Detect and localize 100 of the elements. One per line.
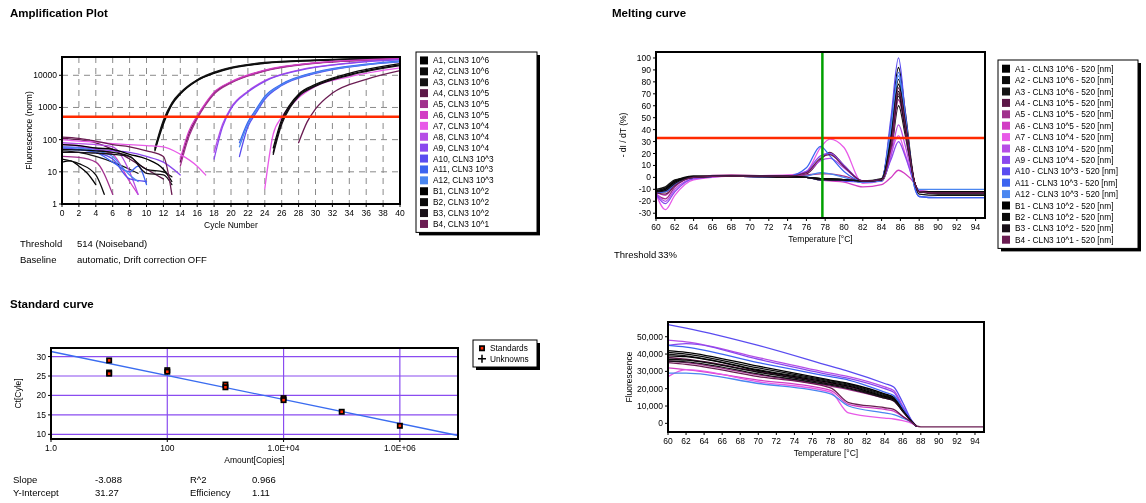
- text: Y-Intercept 31.27 Efficiency 1.11: [13, 487, 270, 498]
- y-tick-label: 40: [641, 124, 652, 135]
- x-axis-title: Temperature [°C]: [793, 448, 859, 458]
- legend-label: A6 - CLN3 10^5 - 520 [nm]: [1015, 120, 1114, 131]
- legend-label: Standards: [490, 343, 528, 354]
- x-tick-label: 36: [361, 208, 372, 218]
- x-tick-label: 24: [260, 208, 270, 218]
- x-tick-label: 74: [782, 222, 793, 232]
- legend-label: A8, CLN3 10^4: [433, 131, 490, 142]
- y-tick-label: 20,000: [637, 383, 664, 394]
- x-tick-label: 78: [820, 222, 831, 232]
- x-tick-label: 62: [681, 436, 692, 446]
- x-tick-label: 40: [395, 208, 405, 218]
- y-tick-label: 10,000: [637, 401, 664, 412]
- y-tick-label: 10: [47, 166, 58, 177]
- y-tick-label: 60: [641, 100, 652, 111]
- y-tick-label: 30: [641, 136, 652, 147]
- legend-label: B1 - CLN3 10^2 - 520 [nm]: [1015, 200, 1114, 211]
- y-tick-label: 30: [36, 351, 47, 362]
- legend-label: A8 - CLN3 10^4 - 520 [nm]: [1015, 143, 1114, 154]
- y-axis-title: Fluorescence: [624, 351, 634, 403]
- y-tick-label: 30,000: [637, 366, 664, 377]
- y-tick-label: 0: [658, 418, 664, 429]
- x-tick-label: 84: [879, 436, 890, 446]
- legend-label: B4 - CLN3 10^1 - 520 [nm]: [1015, 234, 1114, 245]
- x-tick-label: 72: [764, 222, 774, 232]
- x-tick-label: 76: [807, 436, 818, 446]
- y-tick-label: 20: [36, 390, 47, 401]
- x-tick-label: 70: [745, 222, 755, 232]
- x-tick-label: 66: [717, 436, 728, 446]
- legend-label: A5, CLN3 10^5: [433, 99, 490, 110]
- x-tick-label: 28: [293, 208, 304, 218]
- legend-label: A9 - CLN3 10^4 - 520 [nm]: [1015, 154, 1114, 165]
- x-tick-label: 12: [158, 208, 169, 218]
- chart-title: Amplification Plot: [10, 7, 108, 19]
- x-tick-label: 62: [670, 222, 680, 232]
- x-axis-title: Amount[Copies]: [224, 455, 285, 465]
- legend-label: A1 - CLN3 10^6 - 520 [nm]: [1015, 63, 1114, 74]
- x-tick-label: 8: [127, 208, 133, 218]
- y-tick-label: 80: [641, 76, 652, 87]
- chart-title: Melting curve: [612, 7, 687, 19]
- legend-label: Unknowns: [490, 353, 529, 364]
- y-axis-title: - dI / dT (%): [618, 112, 628, 158]
- y-tick-label: 10: [641, 160, 652, 171]
- legend-label: A6, CLN3 10^5: [433, 109, 490, 120]
- text: Threshold 33%: [614, 249, 678, 260]
- x-tick-label: 14: [175, 208, 186, 218]
- legend-label: A3 - CLN3 10^6 - 520 [nm]: [1015, 86, 1114, 97]
- x-tick-label: 38: [378, 208, 389, 218]
- x-tick-label: 80: [843, 436, 854, 446]
- x-tick-label: 92: [952, 436, 962, 446]
- x-tick-label: 90: [933, 222, 943, 232]
- y-tick-label: 100: [42, 134, 58, 145]
- x-tick-label: 88: [914, 222, 925, 232]
- legend-label: A4 - CLN3 10^5 - 520 [nm]: [1015, 97, 1114, 108]
- x-tick-label: 6: [110, 208, 116, 218]
- legend-label: A11, CLN3 10^3: [433, 164, 494, 175]
- legend-label: A10, CLN3 10^3: [433, 153, 495, 164]
- x-tick-label: 22: [243, 208, 253, 218]
- x-tick-label: 26: [276, 208, 287, 218]
- x-tick-label: 18: [209, 208, 220, 218]
- y-tick-label: 0: [646, 172, 652, 183]
- y-axis-title: Ct[Cyle]: [13, 378, 23, 409]
- x-tick-label: 10: [141, 208, 152, 218]
- x-tick-label: 82: [861, 436, 872, 446]
- y-tick-label: 10000: [33, 70, 58, 81]
- y-tick-label: 50: [641, 112, 652, 123]
- legend-label: A7, CLN3 10^4: [433, 120, 490, 131]
- y-tick-label: 15: [36, 409, 47, 420]
- x-axis-title: Cycle Number: [204, 220, 259, 230]
- y-tick-label: 1000: [38, 102, 58, 113]
- x-tick-label: 64: [688, 222, 699, 232]
- x-tick-label: 32: [327, 208, 338, 218]
- x-tick-label: 60: [663, 436, 673, 446]
- x-tick-label: 84: [876, 222, 887, 232]
- x-tick-label: 86: [895, 222, 906, 232]
- legend-label: A5 - CLN3 10^5 - 520 [nm]: [1015, 109, 1114, 120]
- y-tick-label: 90: [641, 64, 652, 75]
- y-tick-label: 50,000: [637, 331, 664, 342]
- x-tick-label: 68: [735, 436, 746, 446]
- y-tick-label: 20: [641, 148, 652, 159]
- x-tick-label: 0: [59, 208, 65, 218]
- y-tick-label: -30: [638, 208, 652, 219]
- x-tick-label: 34: [344, 208, 355, 218]
- legend-label: A7 - CLN3 10^4 - 520 [nm]: [1015, 132, 1114, 143]
- legend-label: B2, CLN3 10^2: [433, 197, 490, 208]
- legend-label: A9, CLN3 10^4: [433, 142, 490, 153]
- legend-label: A4, CLN3 10^5: [433, 88, 490, 99]
- legend-label: B3 - CLN3 10^2 - 520 [nm]: [1015, 223, 1114, 234]
- x-tick-label: 100: [160, 443, 175, 453]
- legend-label: A3, CLN3 10^6: [433, 77, 490, 88]
- x-tick-label: 30: [310, 208, 321, 218]
- x-tick-label: 82: [858, 222, 868, 232]
- x-tick-label: 74: [789, 436, 800, 446]
- y-axis-title: Fluorescence (norm): [24, 91, 34, 170]
- legend-label: A12, CLN3 10^3: [433, 175, 495, 186]
- x-tick-label: 94: [970, 222, 981, 232]
- x-tick-label: 66: [707, 222, 718, 232]
- text: Slope -3.088 R^2 0.966: [13, 474, 276, 485]
- text: Baseline automatic, Drift correction OFF: [20, 254, 207, 265]
